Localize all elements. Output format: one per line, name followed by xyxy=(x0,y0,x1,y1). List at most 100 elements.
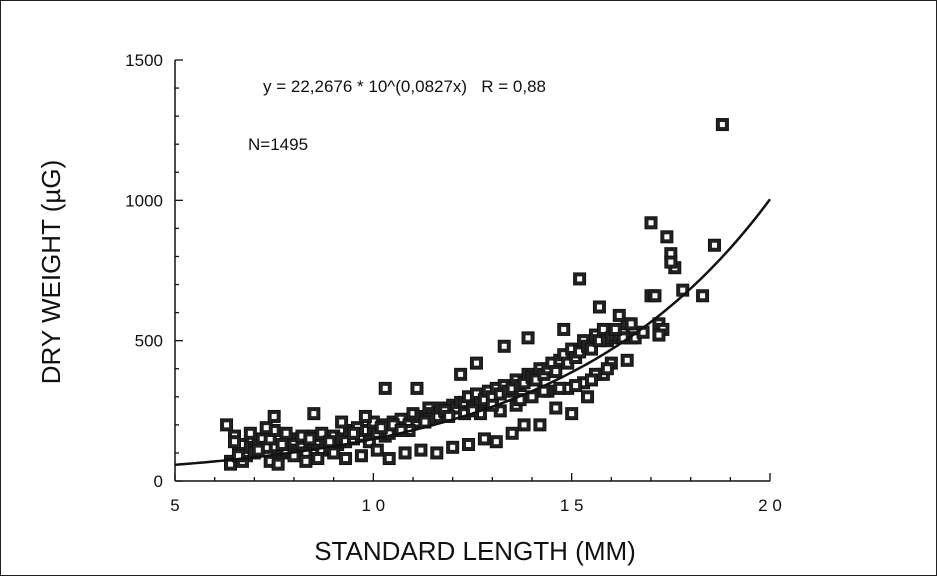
data-point-center xyxy=(267,436,273,442)
data-point-center xyxy=(398,427,404,433)
data-point-center xyxy=(263,444,269,450)
data-point-center xyxy=(228,461,234,467)
fit-curve xyxy=(174,198,772,467)
data-point-center xyxy=(358,453,364,459)
data-point xyxy=(696,289,710,303)
data-point-center xyxy=(620,335,626,341)
data-point-center xyxy=(434,413,440,419)
data-point xyxy=(220,418,234,432)
data-point xyxy=(715,118,729,132)
data-point-center xyxy=(473,391,479,397)
x-tick-label: 2 0 xyxy=(758,496,782,515)
data-point-center xyxy=(700,293,706,299)
data-point-center xyxy=(577,349,583,355)
data-point-center xyxy=(569,411,575,417)
data-point-center xyxy=(581,380,587,386)
data-point-center xyxy=(327,439,333,445)
data-point xyxy=(414,443,428,457)
data-point xyxy=(664,255,678,269)
data-point-center xyxy=(596,304,602,310)
y-tick-label: 0 xyxy=(154,472,163,491)
data-point-center xyxy=(259,436,265,442)
data-point xyxy=(339,452,353,466)
data-point xyxy=(592,300,606,314)
data-point-center xyxy=(553,369,559,375)
y-tick-label: 500 xyxy=(135,332,163,351)
data-point xyxy=(446,440,460,454)
data-point-center xyxy=(664,234,670,240)
y-tick-label: 1500 xyxy=(125,51,163,70)
data-point xyxy=(335,415,349,429)
data-point-center xyxy=(497,408,503,414)
data-point xyxy=(648,289,662,303)
data-point-center xyxy=(390,422,396,428)
data-point xyxy=(430,446,444,460)
data-point-center xyxy=(668,251,674,257)
data-point-center xyxy=(418,447,424,453)
data-point-center xyxy=(565,360,571,366)
data-point-center xyxy=(410,411,416,417)
data-point-center xyxy=(585,394,591,400)
data-point xyxy=(521,331,535,345)
x-tick-label: 1 0 xyxy=(362,496,386,515)
data-point xyxy=(477,432,491,446)
data-point-center xyxy=(366,439,372,445)
data-point-center xyxy=(561,326,567,332)
data-point-center xyxy=(640,329,646,335)
data-point-center xyxy=(509,430,515,436)
data-point-center xyxy=(533,377,539,383)
data-point xyxy=(410,381,424,395)
x-tick-label: 5 xyxy=(170,496,179,515)
data-point xyxy=(358,409,372,423)
data-point-center xyxy=(489,402,495,408)
data-point xyxy=(347,426,360,440)
data-point-center xyxy=(589,346,594,352)
data-point-center xyxy=(315,456,321,462)
data-point xyxy=(259,421,273,435)
data-point-center xyxy=(386,430,392,436)
data-point-center xyxy=(362,427,368,433)
data-point-center xyxy=(224,422,230,428)
data-point xyxy=(398,446,412,460)
data-point-center xyxy=(628,321,634,327)
data-point xyxy=(707,238,721,252)
data-point-center xyxy=(553,405,559,411)
data-point xyxy=(585,373,598,387)
data-point xyxy=(469,356,483,370)
data-point xyxy=(303,432,317,446)
data-point xyxy=(327,446,341,460)
data-point-center xyxy=(668,259,674,265)
data-point xyxy=(267,409,281,423)
data-point-center xyxy=(402,450,408,456)
data-point-center xyxy=(446,413,452,419)
data-point-center xyxy=(648,220,654,226)
data-point-center xyxy=(604,366,610,372)
data-point xyxy=(565,407,579,421)
data-point-center xyxy=(612,326,618,332)
data-point xyxy=(354,449,368,463)
data-point xyxy=(644,216,658,230)
data-point-center xyxy=(458,371,464,377)
data-point-center xyxy=(600,326,606,332)
data-point-center xyxy=(616,312,622,318)
data-point xyxy=(489,435,503,449)
data-point-center xyxy=(331,450,337,456)
data-point-center xyxy=(374,447,380,453)
data-point xyxy=(549,365,563,379)
data-point-center xyxy=(473,360,479,366)
data-point xyxy=(652,328,666,342)
data-point xyxy=(624,317,638,331)
data-point xyxy=(549,401,563,415)
data-point-center xyxy=(652,293,658,299)
data-point xyxy=(557,322,571,336)
data-point xyxy=(660,230,674,244)
data-point xyxy=(374,421,388,435)
data-point-center xyxy=(386,456,392,462)
data-point-center xyxy=(283,430,289,436)
data-point-center xyxy=(303,450,309,456)
data-point-center xyxy=(497,391,503,397)
data-point-center xyxy=(489,394,495,400)
data-point-center xyxy=(596,338,602,344)
data-point-center xyxy=(501,343,507,349)
data-point-center xyxy=(311,411,317,417)
